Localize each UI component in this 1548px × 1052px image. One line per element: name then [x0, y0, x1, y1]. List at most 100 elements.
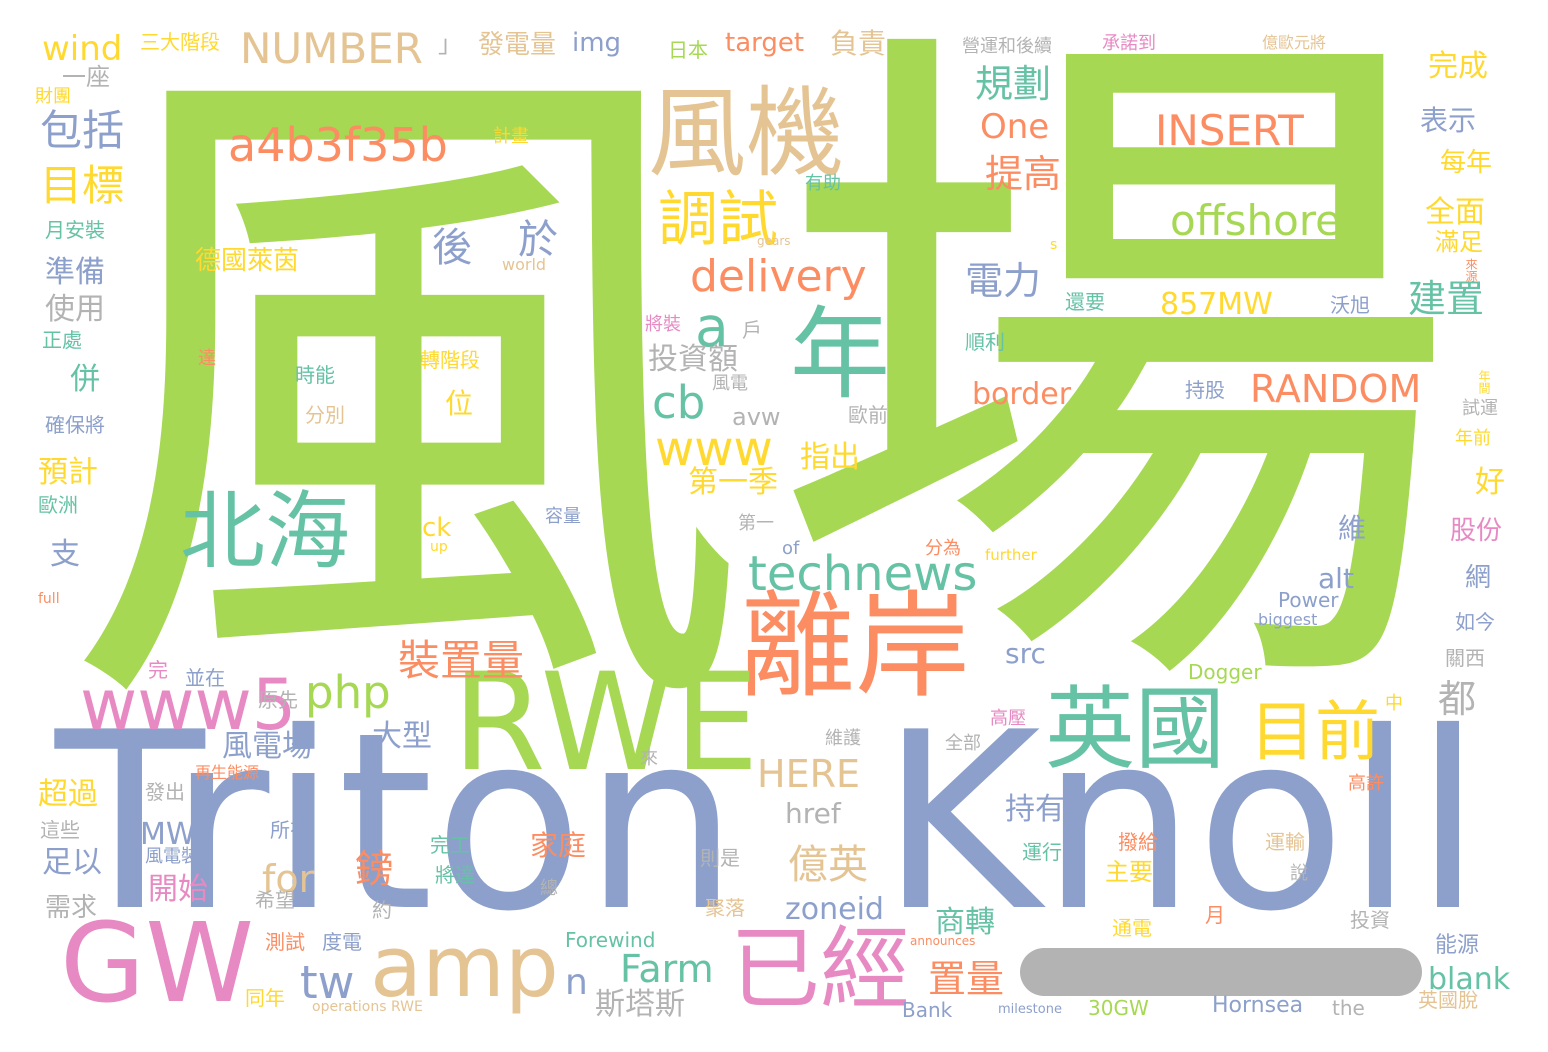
cloud-word: 目標 [40, 161, 125, 210]
cloud-word: wind [42, 29, 123, 69]
cloud-word: 風電場 [222, 729, 312, 764]
cloud-word: Forewind [565, 928, 656, 952]
cloud-word: 分為 [925, 538, 961, 559]
cloud-word: INSERT [1155, 106, 1304, 155]
cloud-word: 能源 [1435, 933, 1480, 958]
cloud-word: 投資 [1350, 908, 1390, 932]
cloud-word: 調試 [658, 185, 778, 255]
cloud-word: 開始 [148, 872, 208, 907]
cloud-word: the [1332, 996, 1365, 1020]
cloud-word: 一座 [62, 63, 110, 91]
cloud-word: 營運和後續 [962, 36, 1052, 57]
cloud-word: 風機 [648, 77, 845, 191]
cloud-word: up [430, 539, 448, 555]
cloud-word: GW [60, 899, 255, 1027]
cloud-word: a4b3f35b [228, 118, 448, 172]
cloud-word: 撥給 [1118, 830, 1158, 854]
cloud-word: 中 [1385, 693, 1403, 714]
cloud-word: 」 [438, 30, 462, 58]
cloud-word: zoneid [785, 892, 884, 927]
cloud-word: 超過 [38, 777, 98, 812]
cloud-word: 並在 [185, 666, 225, 690]
cloud-word: 主要 [1105, 858, 1153, 886]
cloud-word: 使用 [45, 292, 105, 327]
cloud-word: 包括 [40, 106, 125, 155]
cloud-word: 負責 [830, 27, 887, 60]
cloud-word: 沃旭 [1330, 293, 1370, 317]
cloud-word: 商轉 [935, 905, 995, 940]
cloud-word: 所有 [270, 818, 310, 842]
cloud-word: 來 [640, 748, 658, 769]
cloud-word: tw [300, 956, 355, 1009]
cloud-word: s [1050, 237, 1058, 253]
cloud-word: 斯塔斯 [595, 987, 685, 1022]
cloud-word: 高許 [1348, 773, 1384, 794]
cloud-word: NUMBER [240, 24, 423, 73]
cloud-word: of [782, 538, 800, 559]
cloud-word: full [38, 591, 60, 607]
cloud-word: One [980, 107, 1050, 147]
cloud-word: 將裝 [645, 314, 681, 335]
cloud-word: 規劃 [975, 62, 1052, 106]
cloud-word: 離岸 [740, 580, 971, 714]
cloud-word: 確保將 [45, 413, 105, 437]
cloud-word: 持有 [1005, 792, 1065, 827]
cloud-word: href [785, 797, 841, 830]
cloud-word: 大型 [372, 719, 432, 754]
cloud-word: Hornsea [1212, 993, 1304, 1018]
cloud-word: 計畫 [493, 126, 529, 147]
cloud-word: technews [748, 546, 978, 602]
cloud-word: 億英 [788, 842, 868, 888]
cloud-word: 來源 [1464, 258, 1478, 282]
cloud-word: n [565, 962, 588, 1003]
cloud-word: 英國 [1045, 677, 1225, 782]
cloud-word: 好 [1475, 465, 1505, 500]
cloud-word: 目前 [1250, 695, 1381, 770]
cloud-word: blank [1428, 962, 1511, 997]
cloud-word: 再生能源 [195, 763, 260, 782]
cloud-word: 足以 [42, 845, 102, 880]
cloud-word: 完工 [430, 833, 470, 857]
cloud-word: 裝置量 [398, 636, 525, 685]
cloud-word: 全部 [945, 733, 981, 754]
cloud-word: 達 [198, 348, 216, 369]
cloud-word: 持股 [1185, 378, 1225, 402]
cloud-word: 風 [60, 0, 750, 796]
cloud-word: php [305, 666, 391, 719]
cloud-word: 高壓 [990, 708, 1026, 729]
cloud-word: 聚落 [705, 896, 745, 920]
cloud-word: 年前 [1455, 428, 1491, 449]
cloud-word: 857MW [1160, 287, 1273, 322]
cloud-word: 每年 [1440, 148, 1493, 178]
cloud-word: 還要 [1065, 290, 1105, 314]
cloud-word: HERE [757, 752, 860, 796]
cloud-word: alt [1318, 562, 1354, 595]
cloud-word: src [1005, 637, 1046, 670]
cloud-word: www [655, 421, 773, 477]
cloud-word: Bank [902, 998, 953, 1022]
cloud-word: 年 [790, 296, 890, 413]
cloud-word: border [972, 377, 1072, 412]
cloud-word: 同年 [245, 986, 285, 1010]
cloud-word: 第一 [738, 513, 774, 534]
cloud-word: 北海 [180, 483, 351, 582]
cloud-word: 月安裝 [45, 218, 105, 242]
cloud-word: 置量 [928, 957, 1005, 1001]
cloud-word: Dogger [1188, 660, 1262, 684]
cloud-word: 財團 [35, 86, 71, 107]
cloud-word: 完成 [1428, 49, 1488, 84]
cloud-word: 風電 [712, 373, 748, 394]
cloud-word: 月 [1205, 903, 1225, 927]
cloud-word: milestone [998, 1002, 1062, 1017]
cloud-word: img [572, 28, 622, 58]
cloud-word: 建置 [1408, 277, 1485, 321]
cloud-word: avw [732, 403, 781, 431]
cloud-word: biggest [1258, 610, 1318, 629]
cloud-word: 承諾到 [1102, 33, 1156, 54]
cloud-word: 鎊 [355, 847, 394, 891]
cloud-word: 都 [1438, 677, 1477, 721]
cloud-word: Knoll [880, 680, 1482, 965]
cloud-word: 正處 [42, 328, 82, 352]
cloud-word: Power [1278, 588, 1339, 612]
cloud-word: cb [652, 376, 706, 429]
